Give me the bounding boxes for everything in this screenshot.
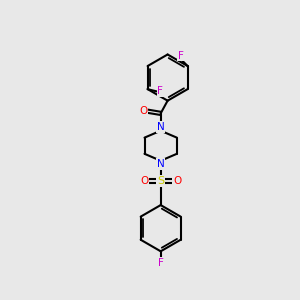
Text: F: F [158,86,163,96]
Text: N: N [157,122,165,132]
Text: O: O [173,176,181,186]
Text: S: S [157,176,164,186]
Text: O: O [139,106,148,116]
Text: F: F [158,258,164,268]
Text: O: O [140,176,148,186]
Text: F: F [178,51,184,61]
Text: N: N [157,159,165,169]
